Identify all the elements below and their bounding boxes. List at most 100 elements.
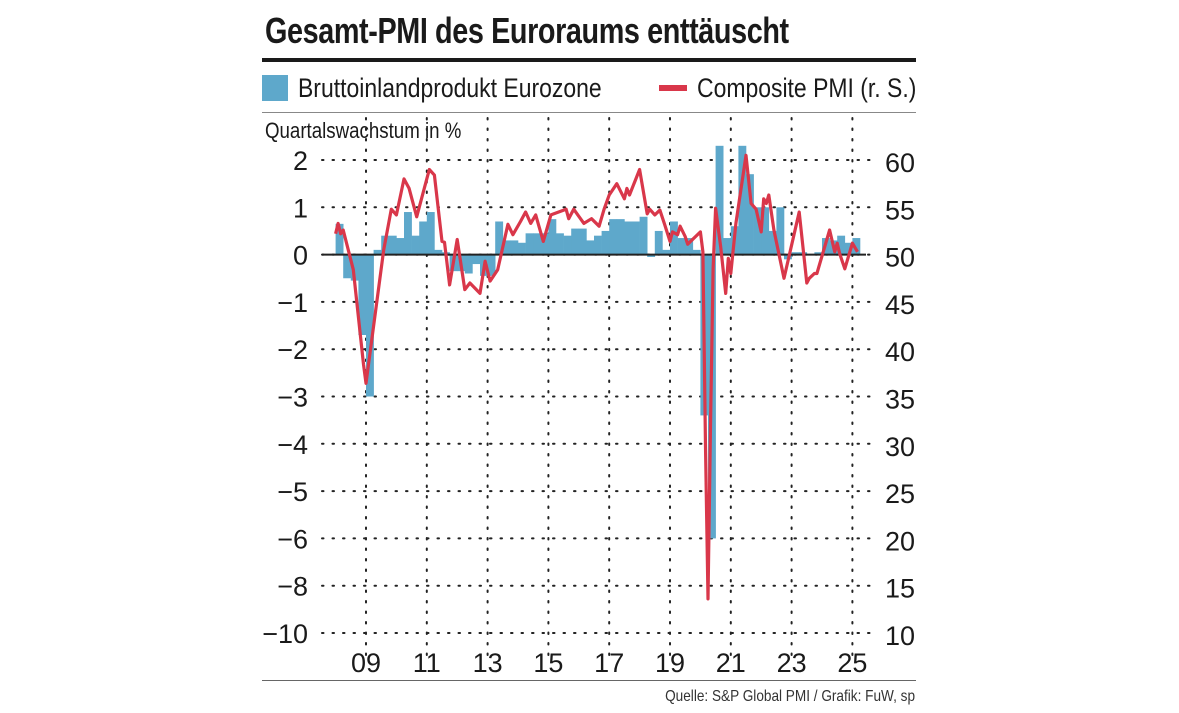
gdp-bar xyxy=(601,230,610,255)
gdp-bar xyxy=(366,254,374,397)
gdp-bar xyxy=(738,145,747,255)
gdp-bar xyxy=(343,254,352,279)
gdp-bar xyxy=(502,240,511,255)
x-tick-label: 13 xyxy=(473,648,503,678)
left-tick-label: −8 xyxy=(277,572,308,602)
right-tick-label: 50 xyxy=(885,243,915,273)
left-tick-label: 2 xyxy=(293,146,308,176)
gdp-bar xyxy=(639,216,648,255)
legend-rule xyxy=(262,112,916,113)
gdp-bar xyxy=(776,207,785,255)
gdp-bar xyxy=(495,221,504,255)
right-tick-label: 40 xyxy=(885,337,915,367)
right-tick-label: 55 xyxy=(885,195,915,225)
gdp-bar xyxy=(791,252,800,255)
right-tick-label: 45 xyxy=(885,290,915,320)
gdp-bar xyxy=(540,233,549,255)
x-tick-label: 21 xyxy=(716,648,746,678)
legend-swatch-bar xyxy=(262,75,288,101)
gdp-bar xyxy=(358,254,367,336)
gdp-bar xyxy=(571,228,580,255)
gdp-bar xyxy=(586,240,595,255)
right-tick-label: 60 xyxy=(885,148,915,178)
gdp-bar xyxy=(677,238,686,255)
left-tick-label: −1 xyxy=(277,288,308,318)
x-tick-label: 11 xyxy=(413,648,441,678)
gdp-bar xyxy=(609,219,618,255)
chart-title: Gesamt-PMI des Euroraums enttäuscht xyxy=(265,10,789,51)
gdp-bar xyxy=(654,230,663,255)
gdp-bar xyxy=(434,249,443,255)
legend: Bruttoinlandprodukt Eurozone Composite P… xyxy=(262,70,955,106)
gdp-bar xyxy=(670,221,678,255)
gdp-bar xyxy=(594,235,602,255)
title-rule xyxy=(262,58,916,62)
gdp-bar xyxy=(723,238,732,255)
gdp-bar xyxy=(647,254,656,257)
gdp-bar xyxy=(472,254,481,265)
gdp-bar xyxy=(350,254,359,281)
right-tick-label: 30 xyxy=(885,432,915,462)
left-tick-label: −10 xyxy=(262,619,308,649)
x-tick-label: 15 xyxy=(533,648,563,678)
gdp-bar xyxy=(632,221,640,255)
gdp-bar xyxy=(844,242,853,255)
gdp-bar xyxy=(837,235,846,255)
gdp-bar xyxy=(768,230,777,255)
gdp-bar xyxy=(411,235,420,255)
left-tick-label: −5 xyxy=(277,477,308,507)
left-tick-label: −4 xyxy=(277,430,308,460)
gdp-bar xyxy=(510,240,519,255)
left-tick-label: −6 xyxy=(277,524,308,554)
gdp-bar xyxy=(419,221,428,255)
gdp-bar xyxy=(388,235,397,255)
left-tick-label: −2 xyxy=(277,335,308,365)
right-tick-label: 15 xyxy=(885,574,915,604)
legend-item-pmi: Composite PMI (r. S.) xyxy=(615,73,955,104)
legend-label-gdp: Bruttoinlandprodukt Eurozone xyxy=(298,72,602,103)
left-tick-label: −3 xyxy=(277,383,308,413)
gdp-bar xyxy=(616,219,625,255)
gdp-bar xyxy=(753,207,762,255)
gdp-bar xyxy=(692,249,701,255)
legend-label-pmi: Composite PMI (r. S.) xyxy=(697,72,917,103)
right-tick-label: 35 xyxy=(885,385,915,415)
gdp-bar xyxy=(662,249,671,255)
gdp-bar xyxy=(624,221,633,255)
gdp-bar xyxy=(715,145,724,255)
x-tick-label: 23 xyxy=(777,648,807,678)
gdp-bar xyxy=(426,212,435,255)
x-tick-label: 09 xyxy=(351,648,381,678)
pmi-line xyxy=(334,153,859,601)
gdp-bar xyxy=(396,238,405,255)
right-tick-label: 10 xyxy=(885,621,915,651)
gdp-bar xyxy=(556,233,564,255)
legend-item-gdp: Bruttoinlandprodukt Eurozone xyxy=(262,73,655,104)
gdp-bar xyxy=(533,233,542,255)
gdp-bar xyxy=(578,228,587,255)
x-tick-label: 17 xyxy=(594,648,624,678)
gdp-bar xyxy=(814,252,823,255)
gdp-bar xyxy=(746,174,754,255)
gdp-bar xyxy=(685,238,694,255)
bottom-rule xyxy=(262,680,916,681)
gdp-bar xyxy=(464,254,473,274)
gdp-bar xyxy=(852,238,861,255)
right-tick-label: 25 xyxy=(885,479,915,509)
gdp-bar xyxy=(487,254,496,276)
legend-swatch-line xyxy=(659,85,688,91)
y-axis-label: Quartalswachstum in % xyxy=(265,120,461,144)
source-note: Quelle: S&P Global PMI / Grafik: FuW, sp xyxy=(665,688,915,705)
left-tick-label: 1 xyxy=(293,193,308,223)
x-tick-label: 25 xyxy=(837,648,867,678)
gdp-bar xyxy=(518,242,526,255)
left-tick-label: 0 xyxy=(293,241,308,271)
gdp-bar xyxy=(761,207,770,255)
gdp-bar xyxy=(525,233,534,255)
gdp-bar xyxy=(563,235,572,255)
gdp-bar xyxy=(373,249,382,255)
right-tick-label: 20 xyxy=(885,526,915,556)
gdp-bar xyxy=(335,223,344,255)
x-tick-label: 19 xyxy=(655,648,685,678)
